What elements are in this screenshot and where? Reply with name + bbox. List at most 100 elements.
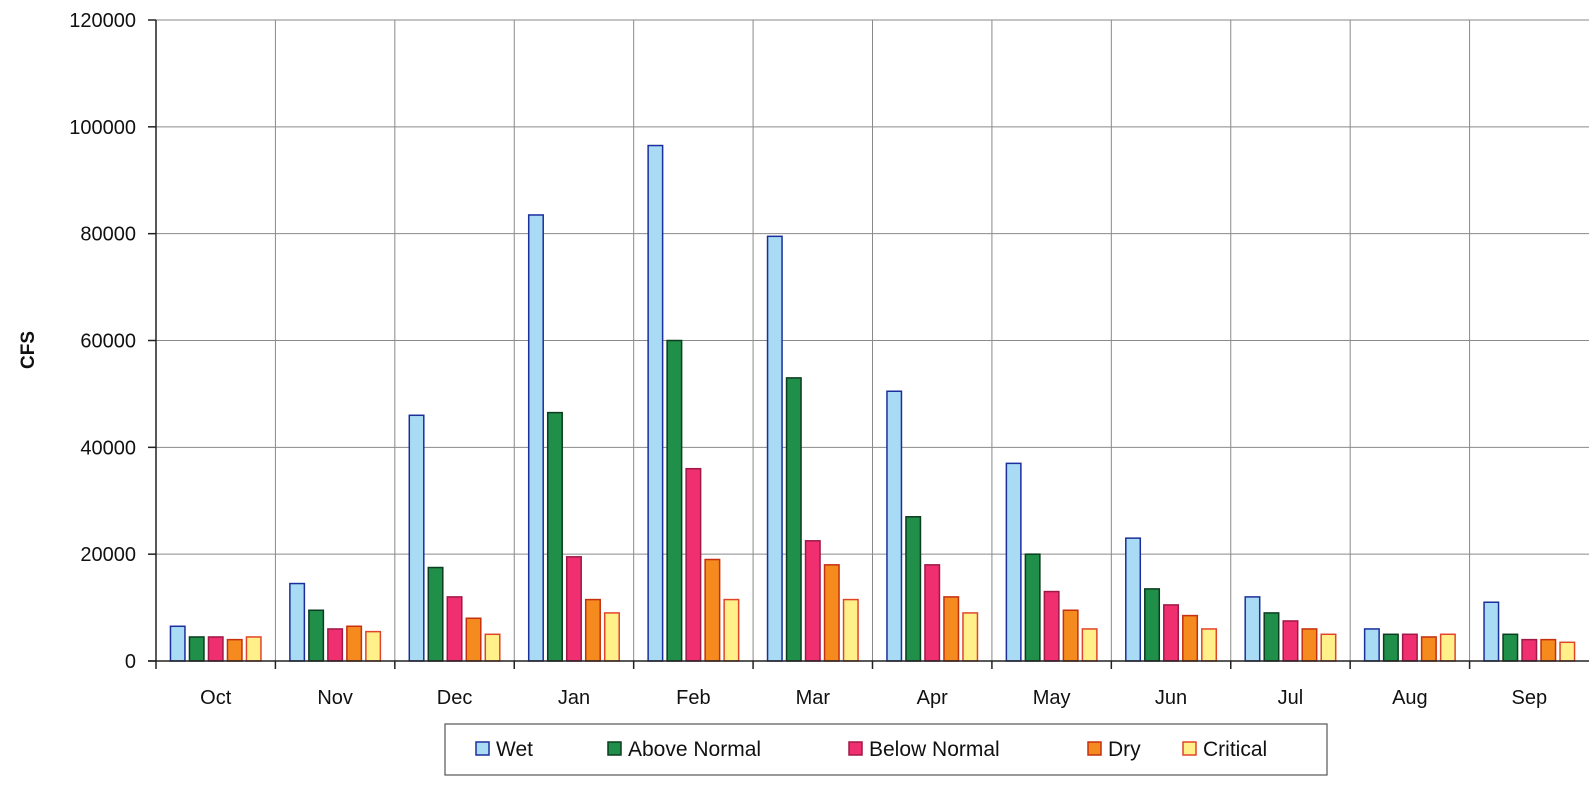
bar (1005, 462, 1022, 662)
bar (1043, 590, 1060, 662)
bar (766, 235, 783, 662)
bar (943, 596, 960, 662)
bar (785, 377, 802, 662)
bar (1024, 553, 1041, 662)
bar (1483, 601, 1500, 662)
y-tick-label: 0 (125, 651, 136, 673)
bar (527, 214, 544, 662)
bar (1125, 537, 1142, 662)
bar (408, 414, 425, 662)
bar (647, 144, 664, 662)
bar (188, 636, 205, 662)
bar (1182, 614, 1199, 662)
bar (1081, 628, 1098, 662)
legend-item: Above Normal (607, 738, 761, 761)
bar (226, 638, 243, 662)
bar (1263, 612, 1280, 662)
x-tick-label: Feb (676, 687, 710, 709)
y-axis-title: CFS (18, 331, 39, 369)
y-tick-label: 20000 (80, 544, 136, 566)
bar (603, 612, 620, 662)
legend-label: Above Normal (628, 738, 761, 761)
bar (465, 617, 482, 662)
bar (823, 564, 840, 662)
bar (1244, 596, 1261, 662)
y-tick-labels: 0 20000 40000 60000 80000 100000 120000 (69, 10, 136, 673)
legend-item: Wet (475, 738, 533, 761)
x-tick-label: Jul (1278, 687, 1304, 709)
bar (1144, 588, 1161, 662)
bar (169, 625, 186, 662)
legend-label: Below Normal (869, 738, 1000, 761)
bar (584, 598, 601, 662)
legend-label: Critical (1203, 738, 1267, 761)
bar (365, 630, 382, 662)
bar (1320, 633, 1337, 662)
bar (245, 636, 262, 662)
x-tick-label: Aug (1392, 687, 1428, 709)
x-tick-labels: Oct Nov Dec Jan Feb Mar Apr May Jun Jul Aug Sep (200, 687, 1547, 709)
x-tick-label: Oct (200, 687, 232, 709)
bar (308, 609, 325, 662)
bar (1401, 633, 1418, 662)
bar (685, 467, 702, 662)
x-tick-label: Apr (917, 687, 948, 709)
bar (1363, 628, 1380, 662)
axes (148, 19, 1589, 669)
legend-swatch (475, 741, 490, 756)
bar (207, 636, 224, 662)
y-tick-label: 120000 (69, 10, 136, 32)
bar (723, 598, 740, 662)
legend-label: Wet (496, 738, 533, 761)
x-tick-label: Jan (558, 687, 590, 709)
bar (546, 411, 563, 662)
bar (905, 516, 922, 662)
x-tick-label: Dec (437, 687, 473, 709)
bar (1540, 638, 1557, 662)
bar (1382, 633, 1399, 662)
bar (704, 558, 721, 662)
legend-item: Dry (1087, 738, 1141, 761)
legend: Wet Above Normal Below Normal Dry Critical (444, 723, 1328, 776)
bar (565, 556, 582, 662)
bar (1201, 628, 1218, 662)
y-tick-label: 80000 (80, 224, 136, 246)
y-tick-label: 40000 (80, 437, 136, 459)
bar (1502, 633, 1519, 662)
y-tick-label: 100000 (69, 117, 136, 139)
bar (666, 339, 683, 662)
bar (842, 598, 859, 662)
legend-swatch (848, 741, 863, 756)
bar (1521, 638, 1538, 662)
bar (1301, 628, 1318, 662)
legend-label: Dry (1108, 738, 1141, 761)
grid (156, 19, 1589, 662)
bar (289, 582, 306, 662)
x-tick-label: Nov (317, 687, 353, 709)
bar (484, 633, 501, 662)
bar (346, 625, 363, 662)
bar (804, 540, 821, 662)
legend-swatch (1182, 741, 1197, 756)
x-tick-label: Mar (796, 687, 831, 709)
bar (1282, 620, 1299, 662)
bar (962, 612, 979, 662)
legend-item: Critical (1182, 738, 1267, 761)
bar (446, 596, 463, 662)
bar (1439, 633, 1456, 662)
bar (1163, 604, 1180, 662)
bar (1062, 609, 1079, 662)
bar (1559, 641, 1576, 662)
bar (427, 566, 444, 662)
legend-swatch (607, 741, 622, 756)
x-tick-label: Sep (1511, 687, 1547, 709)
x-tick-label: May (1033, 687, 1071, 709)
legend-item: Below Normal (848, 738, 1000, 761)
bar (924, 564, 941, 662)
x-tick-label: Jun (1155, 687, 1187, 709)
legend-swatch (1087, 741, 1102, 756)
bar (1420, 636, 1437, 662)
bar (327, 628, 344, 662)
y-tick-label: 60000 (80, 331, 136, 353)
